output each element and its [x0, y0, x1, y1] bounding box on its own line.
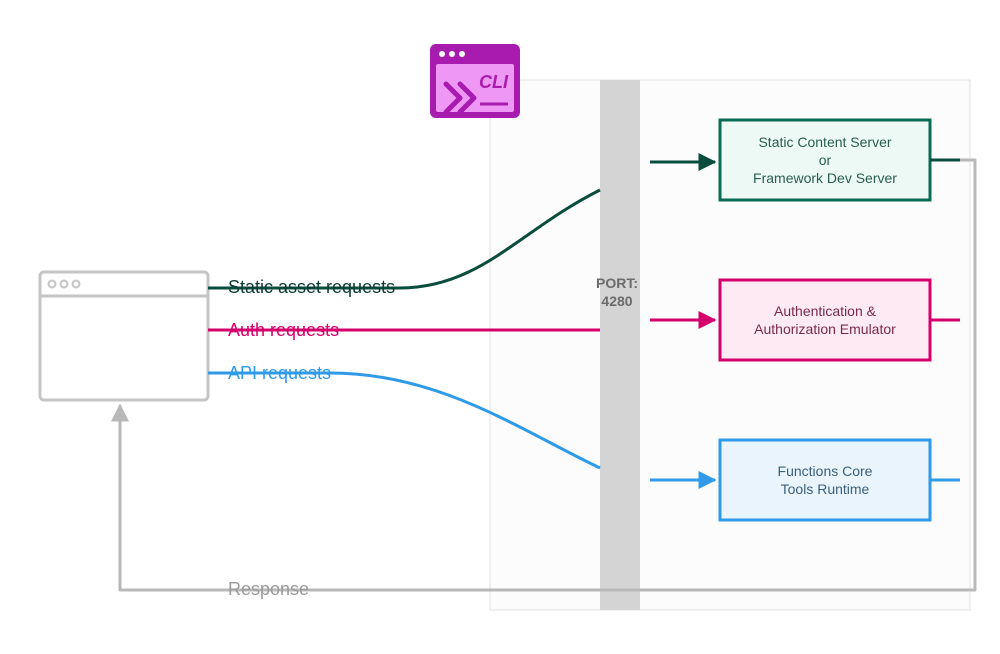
port-label-line1: PORT: — [596, 275, 638, 291]
auth-box-line1: Authentication & — [774, 303, 877, 319]
func-box-line2: Tools Runtime — [781, 481, 870, 497]
response-label: Response — [228, 579, 309, 599]
static-box-line3: Framework Dev Server — [753, 170, 897, 186]
func-box-line1: Functions Core — [778, 463, 873, 479]
auth-box: Authentication & Authorization Emulator — [720, 280, 930, 360]
static-box-line2: or — [819, 152, 832, 168]
auth-label: Auth requests — [228, 320, 339, 340]
static-label: Static asset requests — [228, 277, 395, 297]
cli-badge: CLI — [430, 44, 520, 118]
static-box: Static Content Server or Framework Dev Ser… — [720, 120, 930, 200]
auth-box-line2: Authorization Emulator — [754, 321, 896, 337]
func-box: Functions Core Tools Runtime — [720, 440, 930, 520]
cli-badge-label: CLI — [479, 72, 509, 92]
static-box-line1: Static Content Server — [758, 134, 891, 150]
api-label: API requests — [228, 363, 331, 383]
port-strip — [600, 80, 640, 610]
port-label-line2: 4280 — [601, 293, 632, 309]
browser-window — [40, 272, 208, 400]
